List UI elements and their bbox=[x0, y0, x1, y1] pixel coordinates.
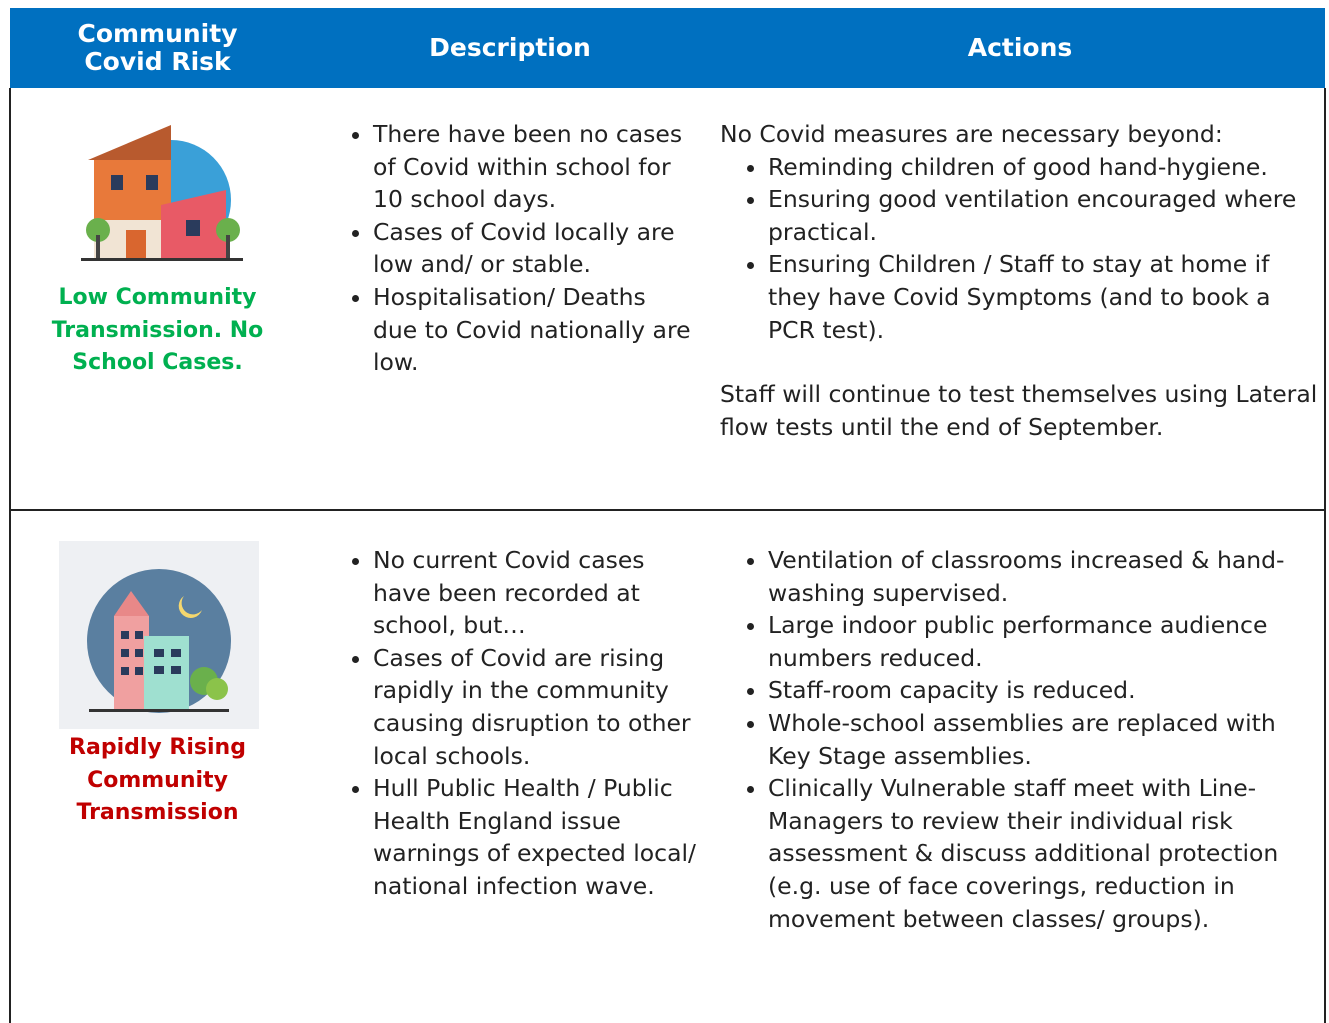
actions-cell: Ventilation of classrooms increased & ha… bbox=[720, 544, 1320, 935]
description-item: Hospitalisation/ Deaths due to Covid nat… bbox=[373, 281, 696, 379]
header-cell: Community Covid Risk bbox=[10, 8, 305, 88]
border bbox=[1324, 88, 1326, 1023]
description-cell: No current Covid cases have been recorde… bbox=[326, 544, 696, 903]
risk-label: Rapidly Rising Community Transmission bbox=[69, 735, 246, 826]
actions-list: Reminding children of good hand-hygiene.… bbox=[720, 151, 1320, 347]
actions-cell: No Covid measures are necessary beyond: R… bbox=[720, 118, 1320, 443]
header-text: Community Covid Risk bbox=[77, 19, 238, 76]
risk-label: Low Community Transmission. No School Ca… bbox=[51, 285, 264, 376]
border bbox=[9, 88, 11, 1023]
action-item: Large indoor public performance audience… bbox=[768, 609, 1320, 674]
action-item: Staff-room capacity is reduced. bbox=[768, 674, 1320, 707]
actions-intro: No Covid measures are necessary beyond: bbox=[720, 120, 1223, 148]
description-cell: There have been no cases of Covid within… bbox=[326, 118, 696, 379]
description-list: No current Covid cases have been recorde… bbox=[326, 544, 696, 903]
header-text: Actions bbox=[967, 33, 1073, 62]
description-item: Cases of Covid locally are low and/ or s… bbox=[373, 216, 696, 281]
action-item: Ventilation of classrooms increased & ha… bbox=[768, 544, 1320, 609]
description-list: There have been no cases of Covid within… bbox=[326, 118, 696, 379]
house-icon bbox=[81, 125, 243, 261]
city-icon bbox=[59, 541, 259, 729]
action-item: Ensuring good ventilation encouraged whe… bbox=[768, 183, 1320, 248]
description-item: There have been no cases of Covid within… bbox=[373, 118, 696, 216]
action-item: Whole-school assemblies are replaced wit… bbox=[768, 707, 1320, 772]
action-item: Reminding children of good hand-hygiene. bbox=[768, 151, 1320, 184]
action-item: Clinically Vulnerable staff meet with Li… bbox=[768, 772, 1320, 935]
description-item: Hull Public Health / Public Health Engla… bbox=[373, 772, 696, 902]
actions-list: Ventilation of classrooms increased & ha… bbox=[720, 544, 1320, 935]
border bbox=[9, 509, 1326, 511]
actions-note: Staff will continue to test themselves u… bbox=[720, 380, 1318, 441]
description-item: Cases of Covid are rising rapidly in the… bbox=[373, 642, 696, 772]
header-cell: Actions bbox=[715, 8, 1325, 88]
action-item: Ensuring Children / Staff to stay at hom… bbox=[768, 248, 1320, 346]
description-item: No current Covid cases have been recorde… bbox=[373, 544, 696, 642]
header-cell: Description bbox=[305, 8, 715, 88]
header-text: Description bbox=[429, 33, 591, 62]
